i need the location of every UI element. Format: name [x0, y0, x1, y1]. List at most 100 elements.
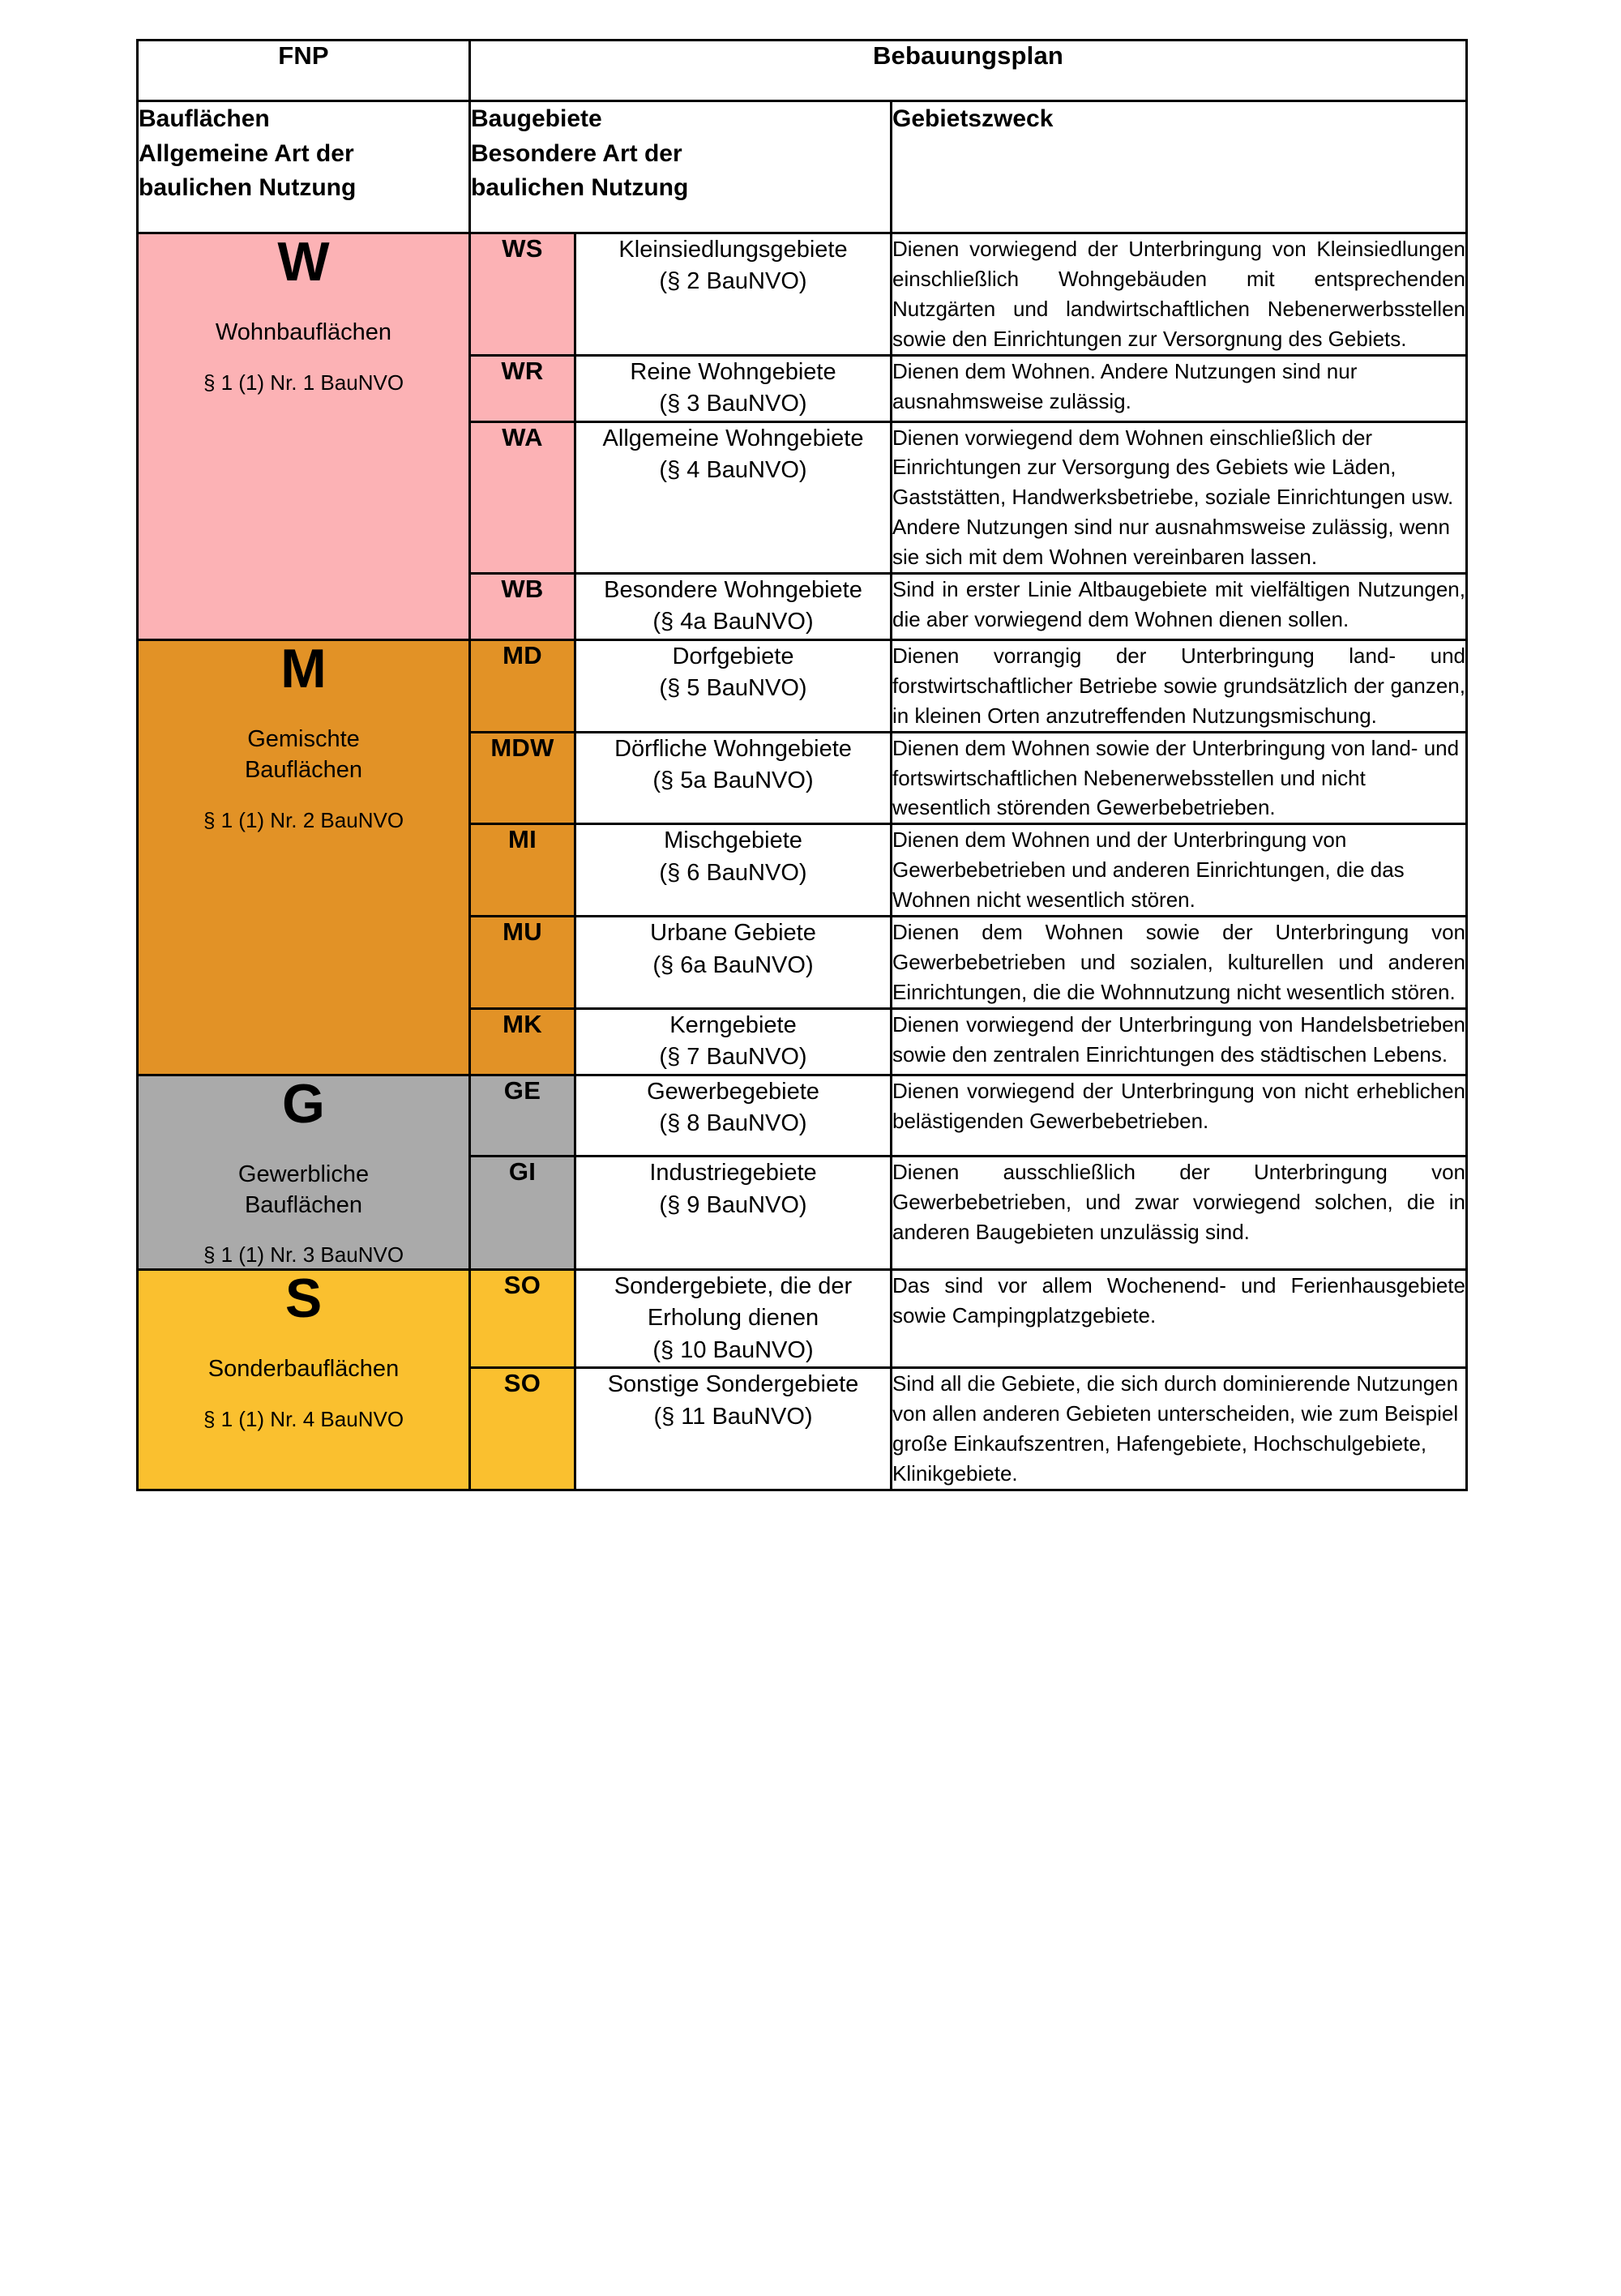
row-name-line2: (§ 2 BauNVO)	[659, 268, 807, 295]
category-paragraph-sonderbauflaechen: § 1 (1) Nr. 4 BauNVO	[203, 1406, 404, 1431]
row-name-line2: (§ 6a BauNVO)	[652, 951, 814, 978]
category-letter-g: G	[282, 1072, 325, 1135]
row-abbr-mu: MU	[468, 915, 576, 1010]
category-name-line2: Bauflächen	[244, 756, 363, 783]
row-name-line2: (§ 4 BauNVO)	[659, 456, 807, 483]
table-header-column-row: Bauflächen Allgemeine Art der baulichen …	[136, 100, 1468, 234]
row-name-gi: Industriegebiete (§ 9 BauNVO)	[574, 1155, 892, 1271]
table-row: MK Kerngebiete (§ 7 BauNVO) Dienen vorwi…	[138, 1007, 1468, 1076]
zweck-text: Dienen dem Wohnen. Andere Nutzungen sind…	[892, 358, 1358, 413]
row-name-line1: Reine Wohngebiete	[630, 358, 836, 385]
row-abbr-so-erholung: SO	[468, 1268, 576, 1370]
category-cell-gemischte-bauflaechen: M Gemischte Bauflächen § 1 (1) Nr. 2 Bau…	[136, 638, 471, 1076]
zweck-text: Dienen dem Wohnen sowie der Unterbringun…	[892, 920, 1465, 1004]
row-abbr-mdw: MDW	[468, 730, 576, 826]
header-baugebiete-line2: Besondere Art der	[471, 139, 682, 167]
table-row: W Wohnbauflächen § 1 (1) Nr. 1 BauNVO WS…	[136, 232, 1468, 641]
row-name-line1: Dorfgebiete	[672, 643, 794, 669]
row-abbr-mk: MK	[468, 1007, 576, 1076]
row-abbr-so-sonstige: SO	[468, 1366, 576, 1491]
zweck-text: Dienen vorwiegend der Unterbringung von …	[892, 1011, 1465, 1067]
row-abbr-ws: WS	[468, 232, 576, 357]
category-name-line1: Gewerbliche	[237, 1161, 370, 1188]
row-name-line1: Mischgebiete	[664, 827, 802, 854]
row-name-wa: Allgemeine Wohngebiete (§ 4 BauNVO)	[574, 420, 892, 575]
header-bauflaechen-line2: Allgemeine Art der	[139, 139, 354, 167]
category-name-gemischte: Gemischte Bauflächen	[139, 725, 468, 785]
row-name-line1: Kerngebiete	[669, 1011, 797, 1038]
row-abbr-wb: WB	[468, 572, 576, 641]
category-paragraph-gewerbliche: § 1 (1) Nr. 3 BauNVO	[203, 1242, 404, 1268]
row-name-line2: Erholung dienen	[647, 1305, 819, 1332]
row-name-line1: Sondergebiete, die der	[614, 1272, 853, 1299]
zweck-text: Das sind vor allem Wochenend- und Ferien…	[892, 1272, 1465, 1328]
table-row: MI Mischgebiete (§ 6 BauNVO) Dienen dem …	[138, 823, 1468, 918]
header-group-bebauungsplan: Bebauungsplan	[468, 39, 1468, 102]
row-zweck-wb: Sind in erster Linie Altbaugebiete mit v…	[890, 572, 1468, 641]
row-name-md: Dorfgebiete (§ 5 BauNVO)	[574, 638, 892, 733]
row-zweck-wr: Dienen dem Wohnen. Andere Nutzungen sind…	[890, 353, 1468, 423]
row-name-mdw: Dörfliche Wohngebiete (§ 5a BauNVO)	[574, 730, 892, 826]
header-group-fnp: FNP	[136, 39, 471, 102]
zweck-text: Dienen dem Wohnen und der Unterbringung …	[892, 827, 1405, 913]
table-row: S Sonderbauflächen § 1 (1) Nr. 4 BauNVO …	[136, 1268, 1468, 1491]
category-letter-w: W	[277, 231, 330, 293]
row-name-line1: Allgemeine Wohngebiete	[602, 425, 864, 451]
row-name-wb: Besondere Wohngebiete (§ 4a BauNVO)	[574, 572, 892, 641]
row-name-line1: Sonstige Sondergebiete	[607, 1371, 859, 1398]
row-zweck-mdw: Dienen dem Wohnen sowie der Unterbringun…	[890, 730, 1468, 826]
baunvo-comparison-table: FNP Bebauungsplan Bauflächen Allgemeine …	[136, 39, 1468, 1491]
zweck-text: Dienen vorwiegend dem Wohnen einschließl…	[892, 425, 1454, 570]
row-abbr-gi: GI	[468, 1155, 576, 1271]
category-cell-gewerbliche-bauflaechen: G Gewerbliche Bauflächen § 1 (1) Nr. 3 B…	[136, 1072, 471, 1271]
table-row: WA Allgemeine Wohngebiete (§ 4 BauNVO) D…	[138, 420, 1468, 575]
category-paragraph-gemischte: § 1 (1) Nr. 2 BauNVO	[203, 807, 404, 832]
row-name-line1: Urbane Gebiete	[650, 920, 816, 947]
row-zweck-ws: Dienen vorwiegend der Unterbringung von …	[890, 232, 1468, 357]
category-name-line1: Gemischte	[247, 726, 360, 753]
row-name-mi: Mischgebiete (§ 6 BauNVO)	[574, 823, 892, 918]
row-name-line2: (§ 9 BauNVO)	[659, 1191, 807, 1218]
row-zweck-md: Dienen vorrangig der Unterbringung land-…	[890, 638, 1468, 733]
row-name-line2: (§ 3 BauNVO)	[659, 391, 807, 417]
header-col-baugebiete: Baugebiete Besondere Art der baulichen N…	[468, 100, 892, 234]
header-bauflaechen-line1: Bauflächen	[139, 105, 270, 132]
header-bauflaechen-line3: baulichen Nutzung	[139, 174, 357, 202]
header-baugebiete-line3: baulichen Nutzung	[471, 174, 689, 202]
row-name-line1: Gewerbegebiete	[647, 1078, 819, 1105]
row-name-line2: (§ 5a BauNVO)	[652, 767, 814, 794]
header-col-bauflaechen: Bauflächen Allgemeine Art der baulichen …	[136, 100, 471, 234]
zweck-text: Dienen vorwiegend der Unterbringung von …	[892, 1078, 1465, 1133]
table-row: WR Reine Wohngebiete (§ 3 BauNVO) Dienen…	[138, 353, 1468, 423]
zweck-text: Dienen vorrangig der Unterbringung land-…	[892, 643, 1465, 728]
row-name-line1: Kleinsiedlungsgebiete	[618, 237, 848, 263]
row-name-so-erholung: Sondergebiete, die der Erholung dienen (…	[574, 1268, 892, 1370]
row-name-ge: Gewerbegebiete (§ 8 BauNVO)	[574, 1073, 892, 1158]
zweck-text: Sind in erster Linie Altbaugebiete mit v…	[892, 577, 1465, 631]
row-zweck-ge: Dienen vorwiegend der Unterbringung von …	[890, 1073, 1468, 1158]
category-name-gewerbliche: Gewerbliche Bauflächen	[139, 1160, 468, 1221]
row-name-line2: (§ 4a BauNVO)	[652, 609, 814, 635]
table-row: MDW Dörfliche Wohngebiete (§ 5a BauNVO) …	[138, 730, 1468, 826]
row-name-line2: (§ 11 BauNVO)	[653, 1403, 813, 1430]
row-abbr-wa: WA	[468, 420, 576, 575]
row-name-ws: Kleinsiedlungsgebiete (§ 2 BauNVO)	[574, 232, 892, 357]
category-name-wohnbauflaechen: Wohnbauflächen	[215, 319, 392, 346]
row-name-line3: (§ 10 BauNVO)	[652, 1336, 814, 1363]
row-abbr-mi: MI	[468, 823, 576, 918]
zweck-text: Dienen ausschließlich der Unterbringung …	[892, 1160, 1465, 1245]
row-name-wr: Reine Wohngebiete (§ 3 BauNVO)	[574, 353, 892, 423]
category-cell-wohnbauflaechen: W Wohnbauflächen § 1 (1) Nr. 1 BauNVO	[136, 231, 471, 641]
table-header-group-row: FNP Bebauungsplan	[136, 39, 1468, 102]
row-name-line1: Besondere Wohngebiete	[604, 577, 862, 604]
table-row: M Gemischte Bauflächen § 1 (1) Nr. 2 Bau…	[136, 638, 1468, 1076]
header-baugebiete-line1: Baugebiete	[471, 105, 602, 132]
row-name-line2: (§ 5 BauNVO)	[659, 675, 807, 702]
row-name-so-sonstige: Sonstige Sondergebiete (§ 11 BauNVO)	[574, 1366, 892, 1491]
category-paragraph-wohnbauflaechen: § 1 (1) Nr. 1 BauNVO	[203, 370, 404, 395]
row-zweck-mi: Dienen dem Wohnen und der Unterbringung …	[890, 823, 1468, 918]
row-abbr-wr: WR	[468, 353, 576, 423]
header-col-gebietszweck: Gebietszweck	[890, 100, 1468, 234]
table-row: GI Industriegebiete (§ 9 BauNVO) Dienen …	[138, 1155, 1468, 1271]
